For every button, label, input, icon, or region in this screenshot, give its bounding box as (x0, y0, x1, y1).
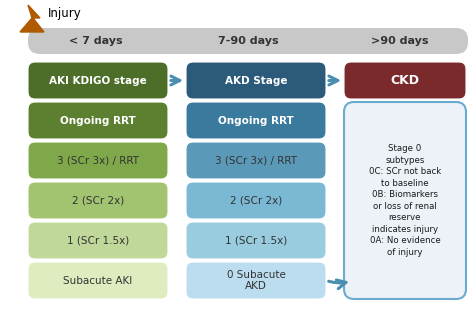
Text: Ongoing RRT: Ongoing RRT (218, 116, 294, 125)
FancyBboxPatch shape (28, 182, 168, 219)
FancyBboxPatch shape (186, 222, 326, 259)
Text: 1 (SCr 1.5x): 1 (SCr 1.5x) (67, 236, 129, 245)
Text: Ongoing RRT: Ongoing RRT (60, 116, 136, 125)
FancyBboxPatch shape (28, 28, 468, 54)
Text: 7-90 days: 7-90 days (218, 36, 278, 46)
Text: 3 (SCr 3x) / RRT: 3 (SCr 3x) / RRT (57, 156, 139, 165)
FancyBboxPatch shape (28, 102, 168, 139)
Text: 2 (SCr 2x): 2 (SCr 2x) (230, 196, 282, 205)
FancyBboxPatch shape (28, 142, 168, 179)
Text: 1 (SCr 1.5x): 1 (SCr 1.5x) (225, 236, 287, 245)
FancyBboxPatch shape (186, 62, 326, 99)
Text: >90 days: >90 days (371, 36, 428, 46)
FancyBboxPatch shape (28, 222, 168, 259)
Text: 2 (SCr 2x): 2 (SCr 2x) (72, 196, 124, 205)
Text: CKD: CKD (391, 74, 419, 87)
Polygon shape (20, 5, 44, 32)
Text: AKD Stage: AKD Stage (225, 76, 287, 85)
FancyBboxPatch shape (186, 102, 326, 139)
Text: Subacute AKI: Subacute AKI (64, 276, 133, 285)
Text: Injury: Injury (48, 7, 82, 20)
FancyBboxPatch shape (28, 262, 168, 299)
FancyBboxPatch shape (344, 62, 466, 99)
FancyBboxPatch shape (186, 182, 326, 219)
Text: 3 (SCr 3x) / RRT: 3 (SCr 3x) / RRT (215, 156, 297, 165)
FancyBboxPatch shape (186, 262, 326, 299)
FancyBboxPatch shape (186, 142, 326, 179)
Text: AKI KDIGO stage: AKI KDIGO stage (49, 76, 147, 85)
FancyBboxPatch shape (28, 62, 168, 99)
Text: 0 Subacute
AKD: 0 Subacute AKD (227, 270, 285, 291)
Text: Stage 0
subtypes
0C: SCr not back
to baseline
0B: Biomarkers
or loss of renal
re: Stage 0 subtypes 0C: SCr not back to bas… (369, 144, 441, 257)
FancyBboxPatch shape (344, 102, 466, 299)
Text: < 7 days: < 7 days (69, 36, 123, 46)
